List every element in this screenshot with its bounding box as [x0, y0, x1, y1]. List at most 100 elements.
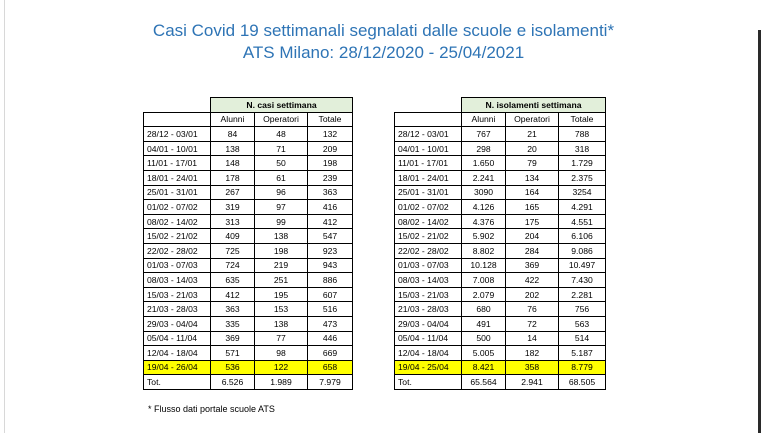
slide-left-edge: [4, 0, 5, 433]
value-cell: 335: [210, 315, 255, 332]
value-cell: 788: [557, 126, 607, 142]
table-row: 15/02 - 21/02 409 138 547: [143, 228, 354, 244]
value-cell: 536: [210, 359, 255, 376]
table-row: 18/01 - 24/01 178 61 239: [143, 169, 354, 186]
week-range-cell: 11/01 - 17/01: [143, 155, 211, 171]
table-row: 29/03 - 04/04 491 72 563: [394, 315, 607, 332]
value-cell: 98: [254, 345, 308, 361]
value-cell: 571: [210, 345, 255, 361]
table-row: 18/01 - 24/01 2.241 134 2.375: [394, 169, 607, 186]
total-row: Tot. 65.564 2.941 68.505: [394, 374, 607, 390]
value-cell: 446: [306, 330, 354, 347]
week-range-cell: 08/02 - 14/02: [394, 213, 462, 230]
week-range-cell: 08/02 - 14/02: [143, 213, 211, 230]
table-row: 08/03 - 14/03 635 251 886: [143, 272, 354, 288]
table-row: 01/02 - 07/02 4.126 165 4.291: [394, 199, 607, 215]
value-cell: 8.421: [461, 359, 506, 376]
week-range-cell: 22/02 - 28/02: [143, 242, 211, 259]
week-range-cell: 18/01 - 24/01: [143, 169, 211, 186]
value-cell: 97: [254, 199, 308, 215]
value-cell: 178: [210, 169, 255, 186]
table-row: 08/03 - 14/03 7.008 422 7.430: [394, 272, 607, 288]
table-row: 12/04 - 18/04 571 98 669: [143, 345, 354, 361]
table-row: 15/03 - 21/03 2.079 202 2.281: [394, 286, 607, 303]
value-cell: 175: [505, 213, 559, 230]
table-row: 08/02 - 14/02 313 99 412: [143, 213, 354, 230]
value-cell: 267: [210, 184, 255, 201]
value-cell: 9.086: [557, 242, 607, 259]
value-cell: 2.079: [461, 286, 506, 303]
column-header: Totale: [557, 111, 607, 128]
value-cell: 767: [461, 126, 506, 142]
value-cell: 202: [505, 286, 559, 303]
total-row: Tot. 6.526 1.989 7.979: [143, 374, 354, 390]
value-cell: 724: [210, 257, 255, 274]
value-cell: 3254: [557, 184, 607, 201]
value-cell: 516: [306, 301, 354, 317]
value-cell: 369: [210, 330, 255, 347]
week-range-cell: 05/04 - 11/04: [143, 330, 211, 347]
value-cell: 473: [306, 315, 354, 332]
table-row: 22/02 - 28/02 8.802 284 9.086: [394, 242, 607, 259]
table-row: 08/02 - 14/02 4.376 175 4.551: [394, 213, 607, 230]
week-range-cell: 21/03 - 28/03: [143, 301, 211, 317]
week-range-cell: 25/01 - 31/01: [143, 184, 211, 201]
table-row: 28/12 - 03/01 767 21 788: [394, 126, 607, 142]
value-cell: 96: [254, 184, 308, 201]
table-row: 15/02 - 21/02 5.902 204 6.106: [394, 228, 607, 244]
title-line-2: ATS Milano: 28/12/2020 - 25/04/2021: [242, 43, 525, 62]
value-cell: 99: [254, 213, 308, 230]
week-range-cell: 11/01 - 17/01: [394, 155, 462, 171]
table-caption-row: N. isolamenti settimana: [395, 97, 607, 113]
value-cell: 369: [505, 257, 559, 274]
value-cell: 7.430: [557, 272, 607, 288]
total-value: 68.505: [557, 374, 607, 390]
value-cell: 164: [505, 184, 559, 201]
week-range-cell: 01/02 - 07/02: [143, 199, 211, 215]
value-cell: 138: [210, 140, 255, 157]
week-range-cell: 15/03 - 21/03: [143, 286, 211, 303]
value-cell: 635: [210, 272, 255, 288]
total-label: Tot.: [143, 374, 211, 390]
value-cell: 923: [306, 242, 354, 259]
week-range-cell: 04/01 - 10/01: [394, 140, 462, 157]
value-cell: 2.241: [461, 169, 506, 186]
column-header: Alunni: [461, 111, 506, 128]
value-cell: 2.281: [557, 286, 607, 303]
value-cell: 182: [505, 345, 559, 361]
highlighted-row: 19/04 - 25/04 8.421 358 8.779: [394, 359, 607, 376]
week-range-cell: 12/04 - 18/04: [394, 345, 462, 361]
footnote: * Flusso dati portale scuole ATS: [148, 404, 275, 414]
value-cell: 198: [254, 242, 308, 259]
value-cell: 20: [505, 140, 559, 157]
isolamenti-table: N. isolamenti settimana Alunni Operatori To…: [394, 97, 607, 390]
blank-cell: [395, 98, 462, 113]
value-cell: 318: [557, 140, 607, 157]
value-cell: 5.005: [461, 345, 506, 361]
value-cell: 138: [254, 315, 308, 332]
value-cell: 7.008: [461, 272, 506, 288]
week-range-cell: 15/03 - 21/03: [394, 286, 462, 303]
value-cell: 886: [306, 272, 354, 288]
table-row: 25/01 - 31/01 267 96 363: [143, 184, 354, 201]
value-cell: 48: [254, 126, 308, 142]
value-cell: 319: [210, 199, 255, 215]
value-cell: 4.291: [557, 199, 607, 215]
value-cell: 138: [254, 228, 308, 244]
value-cell: 2.375: [557, 169, 607, 186]
table-row: 11/01 - 17/01 1.650 79 1.729: [394, 155, 607, 171]
week-range-cell: 28/12 - 03/01: [143, 126, 211, 142]
week-range-cell: 25/01 - 31/01: [394, 184, 462, 201]
value-cell: 251: [254, 272, 308, 288]
slide-right-edge: [758, 30, 761, 433]
week-range-cell: 21/03 - 28/03: [394, 301, 462, 317]
table-row: 15/03 - 21/03 412 195 607: [143, 286, 354, 303]
blank-cell: [144, 98, 211, 113]
value-cell: 500: [461, 330, 506, 347]
total-label: Tot.: [394, 374, 462, 390]
week-range-cell: 08/03 - 14/03: [143, 272, 211, 288]
value-cell: 1.729: [557, 155, 607, 171]
value-cell: 412: [306, 213, 354, 230]
total-value: 6.526: [210, 374, 255, 390]
